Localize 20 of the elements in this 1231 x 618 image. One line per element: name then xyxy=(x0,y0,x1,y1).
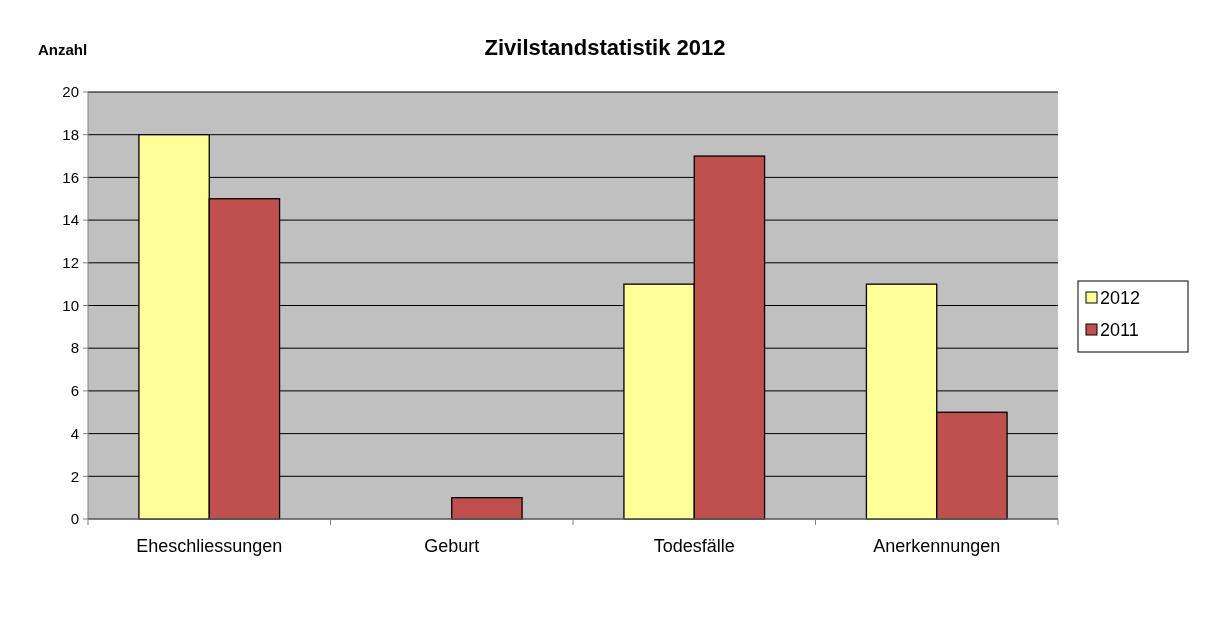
bar xyxy=(451,497,523,520)
y-tick-label: 12 xyxy=(62,254,79,272)
y-tick-label: 2 xyxy=(70,467,79,485)
x-tick-label: Geburt xyxy=(424,536,480,556)
legend-label: 2011 xyxy=(1100,320,1139,341)
y-tick-label: 16 xyxy=(62,168,79,186)
y-axis-title: Anzahl xyxy=(38,41,88,58)
y-tick-label: 8 xyxy=(70,339,79,357)
y-tick-label: 0 xyxy=(70,510,79,528)
x-tick-label: Anerkennungen xyxy=(873,536,1001,556)
x-tick-label: Todesfälle xyxy=(653,536,735,556)
y-tick-label: 20 xyxy=(62,83,79,101)
chart-title: Zivilstandstatistik 2012 xyxy=(484,35,726,60)
x-tick-label: Eheschliessungen xyxy=(136,536,283,556)
y-tick-label: 4 xyxy=(70,424,79,442)
legend-label: 2012 xyxy=(1100,288,1141,309)
y-tick-label: 6 xyxy=(70,382,79,400)
y-tick-label: 18 xyxy=(62,125,79,143)
y-tick-label: 10 xyxy=(62,296,79,314)
y-tick-label: 14 xyxy=(62,211,79,229)
